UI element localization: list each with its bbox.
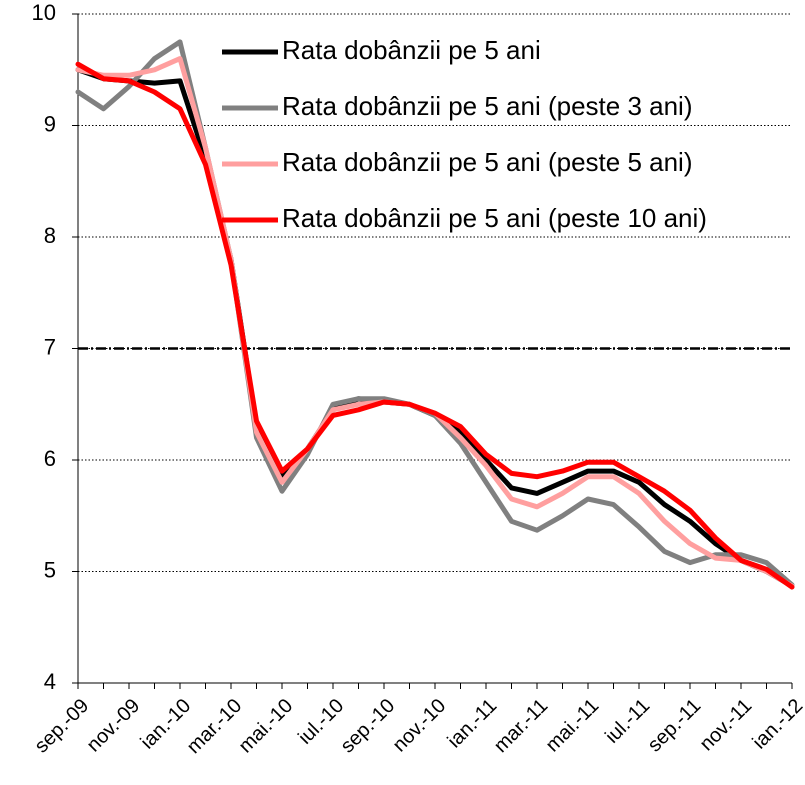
x-tick-label: mar.-10: [183, 695, 247, 759]
x-tick-label: ian.-12: [748, 695, 805, 754]
legend-label: Rata dobânzii pe 5 ani (peste 3 ani): [282, 91, 693, 121]
x-tick-label: nov.-09: [83, 695, 145, 757]
x-tick-label: sep.-10: [337, 695, 400, 758]
x-tick-label: nov.-10: [389, 695, 451, 757]
x-tick-label: mai.-11: [542, 695, 604, 757]
y-tick-label: 7: [44, 334, 56, 359]
y-tick-label: 10: [32, 0, 56, 25]
x-tick-label: mar.-11: [490, 695, 552, 757]
y-tick-label: 5: [44, 557, 56, 582]
x-tick-label: sep.-11: [644, 695, 706, 757]
x-tick-label: mai.-10: [235, 695, 298, 758]
y-tick-label: 6: [44, 446, 56, 471]
legend-label: Rata dobânzii pe 5 ani: [282, 35, 541, 65]
y-tick-label: 9: [44, 111, 56, 136]
x-tick-label: nov.-11: [696, 695, 757, 756]
y-tick-label: 8: [44, 223, 56, 248]
legend-label: Rata dobânzii pe 5 ani (peste 5 ani): [282, 147, 693, 177]
x-tick-label: sep.-09: [31, 695, 94, 758]
series-line: [75, 61, 795, 590]
y-tick-label: 4: [44, 669, 56, 694]
legend-label: Rata dobânzii pe 5 ani (peste 10 ani): [282, 203, 707, 233]
